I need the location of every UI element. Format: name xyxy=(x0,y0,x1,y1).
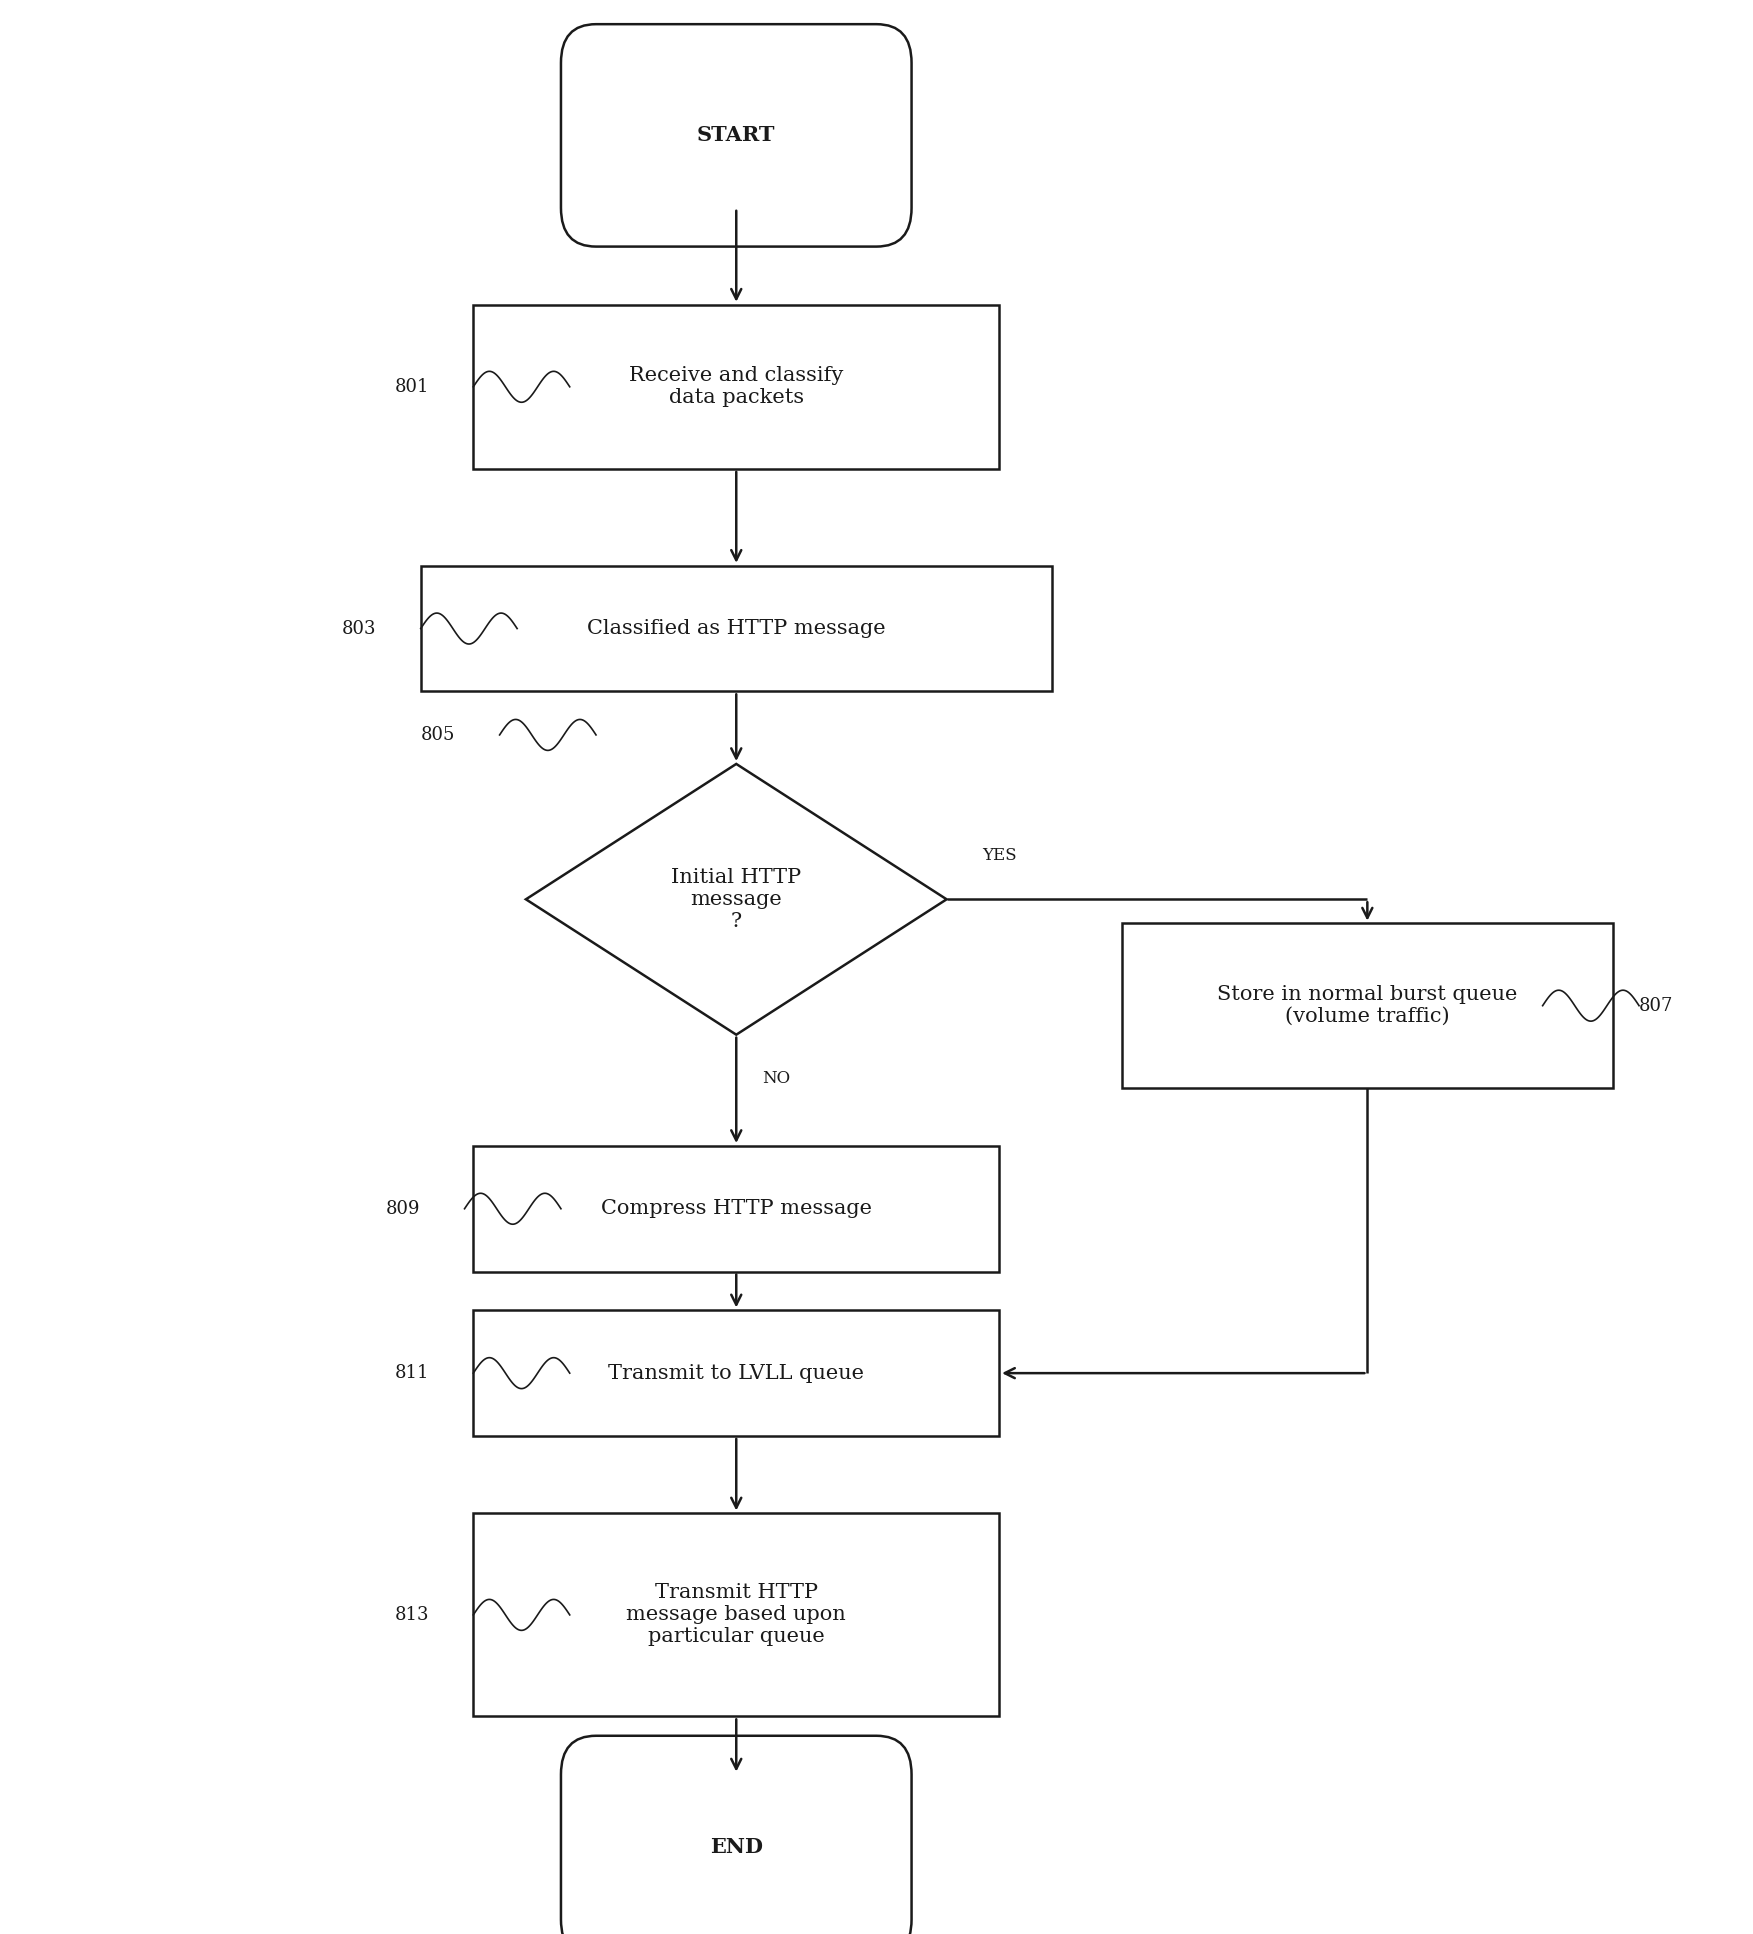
Polygon shape xyxy=(526,764,947,1035)
Text: START: START xyxy=(698,126,775,145)
FancyBboxPatch shape xyxy=(561,23,912,246)
Text: 807: 807 xyxy=(1639,996,1674,1015)
Text: Initial HTTP
message
?: Initial HTTP message ? xyxy=(671,868,801,930)
FancyBboxPatch shape xyxy=(561,1737,912,1934)
Bar xyxy=(473,1311,999,1435)
Text: 801: 801 xyxy=(394,377,429,396)
Bar xyxy=(421,565,1052,690)
Text: YES: YES xyxy=(982,847,1017,864)
Text: NO: NO xyxy=(763,1070,791,1087)
Text: 803: 803 xyxy=(342,619,377,638)
Text: Transmit HTTP
message based upon
particular queue: Transmit HTTP message based upon particu… xyxy=(626,1584,847,1646)
Text: Transmit to LVLL queue: Transmit to LVLL queue xyxy=(608,1363,864,1383)
Text: 813: 813 xyxy=(394,1605,429,1625)
Text: 805: 805 xyxy=(421,725,456,745)
Text: END: END xyxy=(710,1837,763,1857)
Text: 809: 809 xyxy=(386,1199,421,1218)
Text: Receive and classify
data packets: Receive and classify data packets xyxy=(629,366,843,408)
Text: 811: 811 xyxy=(394,1363,429,1383)
Text: Compress HTTP message: Compress HTTP message xyxy=(601,1199,871,1218)
Bar xyxy=(473,304,999,468)
Bar xyxy=(473,1512,999,1717)
Text: Classified as HTTP message: Classified as HTTP message xyxy=(587,619,885,638)
Bar xyxy=(1122,924,1613,1087)
Text: Store in normal burst queue
(volume traffic): Store in normal burst queue (volume traf… xyxy=(1217,984,1518,1027)
Bar xyxy=(473,1145,999,1273)
